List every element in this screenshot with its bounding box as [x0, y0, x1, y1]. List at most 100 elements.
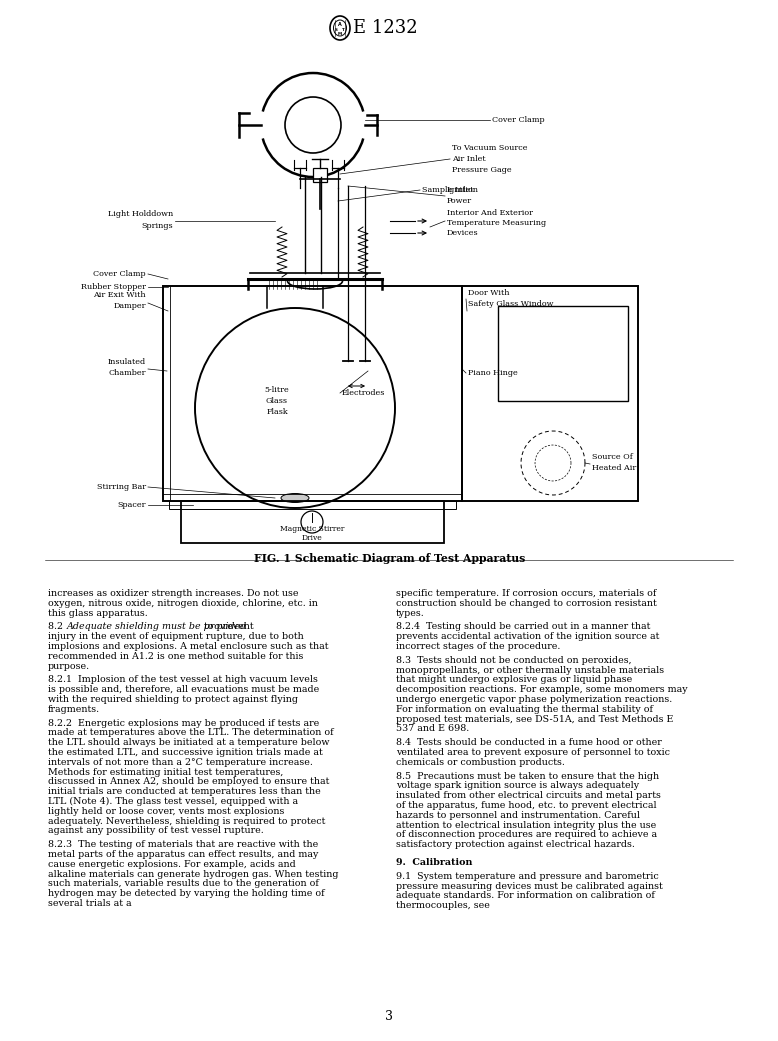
Text: 5-litre: 5-litre: [265, 386, 289, 393]
Text: voltage spark ignition source is always adequately: voltage spark ignition source is always …: [396, 782, 639, 790]
Text: against any possibility of test vessel rupture.: against any possibility of test vessel r…: [48, 827, 264, 835]
Text: proposed test materials, see DS-51A, and Test Methods E: proposed test materials, see DS-51A, and…: [396, 714, 674, 723]
Text: T: T: [342, 28, 345, 32]
Text: 9.1  System temperature and pressure and barometric: 9.1 System temperature and pressure and …: [396, 871, 659, 881]
Text: 8.2.1  Implosion of the test vessel at high vacuum levels: 8.2.1 Implosion of the test vessel at hi…: [48, 676, 318, 684]
Bar: [462, 286, 638, 501]
Text: 8.2.3  The testing of materials that are reactive with the: 8.2.3 The testing of materials that are …: [48, 840, 318, 849]
Text: Rubber Stopper: Rubber Stopper: [81, 283, 146, 291]
Text: Drive: Drive: [302, 534, 322, 542]
Text: this glass apparatus.: this glass apparatus.: [48, 609, 148, 617]
Text: 8.2: 8.2: [48, 623, 69, 632]
Text: prevents accidental activation of the ignition source at: prevents accidental activation of the ig…: [396, 632, 660, 641]
Text: Damper: Damper: [114, 302, 146, 310]
Text: injury in the event of equipment rupture, due to both: injury in the event of equipment rupture…: [48, 632, 303, 641]
Text: implosions and explosions. A metal enclosure such as that: implosions and explosions. A metal enclo…: [48, 642, 328, 651]
Text: Heated Air: Heated Air: [592, 464, 636, 472]
Bar: [313, 168, 327, 182]
Text: To Vacuum Source: To Vacuum Source: [452, 144, 527, 152]
Text: the LTL should always be initiated at a temperature below: the LTL should always be initiated at a …: [48, 738, 330, 747]
Text: Air Exit With: Air Exit With: [93, 291, 146, 299]
Text: chemicals or combustion products.: chemicals or combustion products.: [396, 758, 565, 767]
Text: Light Holddown: Light Holddown: [107, 210, 173, 218]
Text: FIG. 1 Schematic Diagram of Test Apparatus: FIG. 1 Schematic Diagram of Test Apparat…: [254, 553, 526, 564]
Text: Air Inlet: Air Inlet: [452, 155, 485, 163]
Text: alkaline materials can generate hydrogen gas. When testing: alkaline materials can generate hydrogen…: [48, 869, 338, 879]
Text: satisfactory protection against electrical hazards.: satisfactory protection against electric…: [396, 840, 635, 849]
Text: intervals of not more than a 2°C temperature increase.: intervals of not more than a 2°C tempera…: [48, 758, 313, 767]
Text: Electrodes: Electrodes: [342, 389, 385, 397]
Text: 8.4  Tests should be conducted in a fume hood or other: 8.4 Tests should be conducted in a fume …: [396, 738, 662, 747]
Text: adequate standards. For information on calibration of: adequate standards. For information on c…: [396, 891, 655, 900]
Text: E 1232: E 1232: [353, 19, 418, 37]
Text: undergo energetic vapor phase polymerization reactions.: undergo energetic vapor phase polymeriza…: [396, 695, 672, 704]
Bar: [163, 286, 462, 501]
Text: oxygen, nitrous oxide, nitrogen dioxide, chlorine, etc. in: oxygen, nitrous oxide, nitrogen dioxide,…: [48, 599, 318, 608]
Text: Magnetic Stirrer: Magnetic Stirrer: [280, 525, 344, 533]
Text: initial trials are conducted at temperatures less than the: initial trials are conducted at temperat…: [48, 787, 321, 796]
Text: S: S: [335, 28, 338, 32]
Text: Ignition: Ignition: [447, 186, 479, 194]
Text: 8.2.4  Testing should be carried out in a manner that: 8.2.4 Testing should be carried out in a…: [396, 623, 650, 632]
Text: construction should be changed to corrosion resistant: construction should be changed to corros…: [396, 599, 657, 608]
Text: For information on evaluating the thermal stability of: For information on evaluating the therma…: [396, 705, 653, 714]
Text: 9.  Calibration: 9. Calibration: [396, 858, 472, 867]
Text: made at temperatures above the LTL. The determination of: made at temperatures above the LTL. The …: [48, 729, 334, 737]
Text: Flask: Flask: [266, 408, 288, 416]
Text: Insulated: Insulated: [108, 358, 146, 366]
Text: insulated from other electrical circuits and metal parts: insulated from other electrical circuits…: [396, 791, 661, 801]
Text: Stirring Bar: Stirring Bar: [97, 483, 146, 491]
Text: metal parts of the apparatus can effect results, and may: metal parts of the apparatus can effect …: [48, 850, 318, 859]
Text: monopropellants, or other thermally unstable materials: monopropellants, or other thermally unst…: [396, 665, 664, 675]
Text: adequately. Nevertheless, shielding is required to protect: adequately. Nevertheless, shielding is r…: [48, 816, 325, 826]
Text: A: A: [338, 23, 342, 27]
Text: several trials at a: several trials at a: [48, 899, 131, 908]
Text: such materials, variable results due to the generation of: such materials, variable results due to …: [48, 880, 319, 888]
Text: 8.5  Precautions must be taken to ensure that the high: 8.5 Precautions must be taken to ensure …: [396, 771, 659, 781]
Text: thermocouples, see: thermocouples, see: [396, 902, 490, 910]
Text: Sample Inlet: Sample Inlet: [422, 186, 474, 194]
Text: Devices: Devices: [447, 229, 478, 237]
Text: cause energetic explosions. For example, acids and: cause energetic explosions. For example,…: [48, 860, 296, 869]
Bar: [498, 306, 628, 401]
Text: hazards to personnel and instrumentation. Careful: hazards to personnel and instrumentation…: [396, 811, 640, 820]
Text: Piano Hinge: Piano Hinge: [468, 369, 517, 377]
Text: increases as oxidizer strength increases. Do not use: increases as oxidizer strength increases…: [48, 589, 299, 598]
Text: Interior And Exterior: Interior And Exterior: [447, 209, 533, 217]
Text: incorrect stages of the procedure.: incorrect stages of the procedure.: [396, 642, 560, 651]
Text: specific temperature. If corrosion occurs, materials of: specific temperature. If corrosion occur…: [396, 589, 657, 598]
Text: Adequate shielding must be provided: Adequate shielding must be provided: [67, 623, 253, 632]
Text: discussed in Annex A2, should be employed to ensure that: discussed in Annex A2, should be employe…: [48, 778, 329, 786]
Text: lightly held or loose cover, vents most explosions: lightly held or loose cover, vents most …: [48, 807, 285, 816]
Ellipse shape: [281, 493, 309, 503]
Text: pressure measuring devices must be calibrated against: pressure measuring devices must be calib…: [396, 882, 663, 891]
Text: to prevent: to prevent: [205, 623, 254, 632]
Bar: [169, 501, 456, 509]
Text: 537 and E 698.: 537 and E 698.: [396, 725, 469, 734]
Text: Door With: Door With: [468, 289, 510, 297]
Bar: [181, 501, 444, 543]
Text: Safety Glass Window: Safety Glass Window: [468, 300, 553, 308]
Text: ventilated area to prevent exposure of personnel to toxic: ventilated area to prevent exposure of p…: [396, 748, 670, 757]
Text: Cover Clamp: Cover Clamp: [93, 270, 146, 278]
Text: attention to electrical insulation integrity plus the use: attention to electrical insulation integ…: [396, 820, 657, 830]
Text: Cover Clamp: Cover Clamp: [492, 116, 545, 124]
Text: Power: Power: [447, 197, 472, 205]
Text: types.: types.: [396, 609, 425, 617]
Text: M: M: [338, 32, 342, 36]
Text: Methods for estimating initial test temperatures,: Methods for estimating initial test temp…: [48, 767, 283, 777]
Text: 8.3  Tests should not be conducted on peroxides,: 8.3 Tests should not be conducted on per…: [396, 656, 632, 665]
Text: of disconnection procedures are required to achieve a: of disconnection procedures are required…: [396, 831, 657, 839]
Text: Spacer: Spacer: [117, 501, 146, 509]
Text: purpose.: purpose.: [48, 662, 90, 670]
Text: decomposition reactions. For example, some monomers may: decomposition reactions. For example, so…: [396, 685, 688, 694]
Text: LTL (Note 4). The glass test vessel, equipped with a: LTL (Note 4). The glass test vessel, equ…: [48, 797, 298, 806]
Text: Pressure Gage: Pressure Gage: [452, 166, 512, 174]
Text: Glass: Glass: [266, 397, 288, 405]
Text: 8.2.2  Energetic explosions may be produced if tests are: 8.2.2 Energetic explosions may be produc…: [48, 718, 319, 728]
Text: of the apparatus, fume hood, etc. to prevent electrical: of the apparatus, fume hood, etc. to pre…: [396, 801, 657, 810]
Text: Source Of: Source Of: [592, 453, 633, 461]
Text: that might undergo explosive gas or liquid phase: that might undergo explosive gas or liqu…: [396, 676, 633, 684]
Text: Chamber: Chamber: [108, 369, 146, 377]
Text: fragments.: fragments.: [48, 705, 100, 714]
